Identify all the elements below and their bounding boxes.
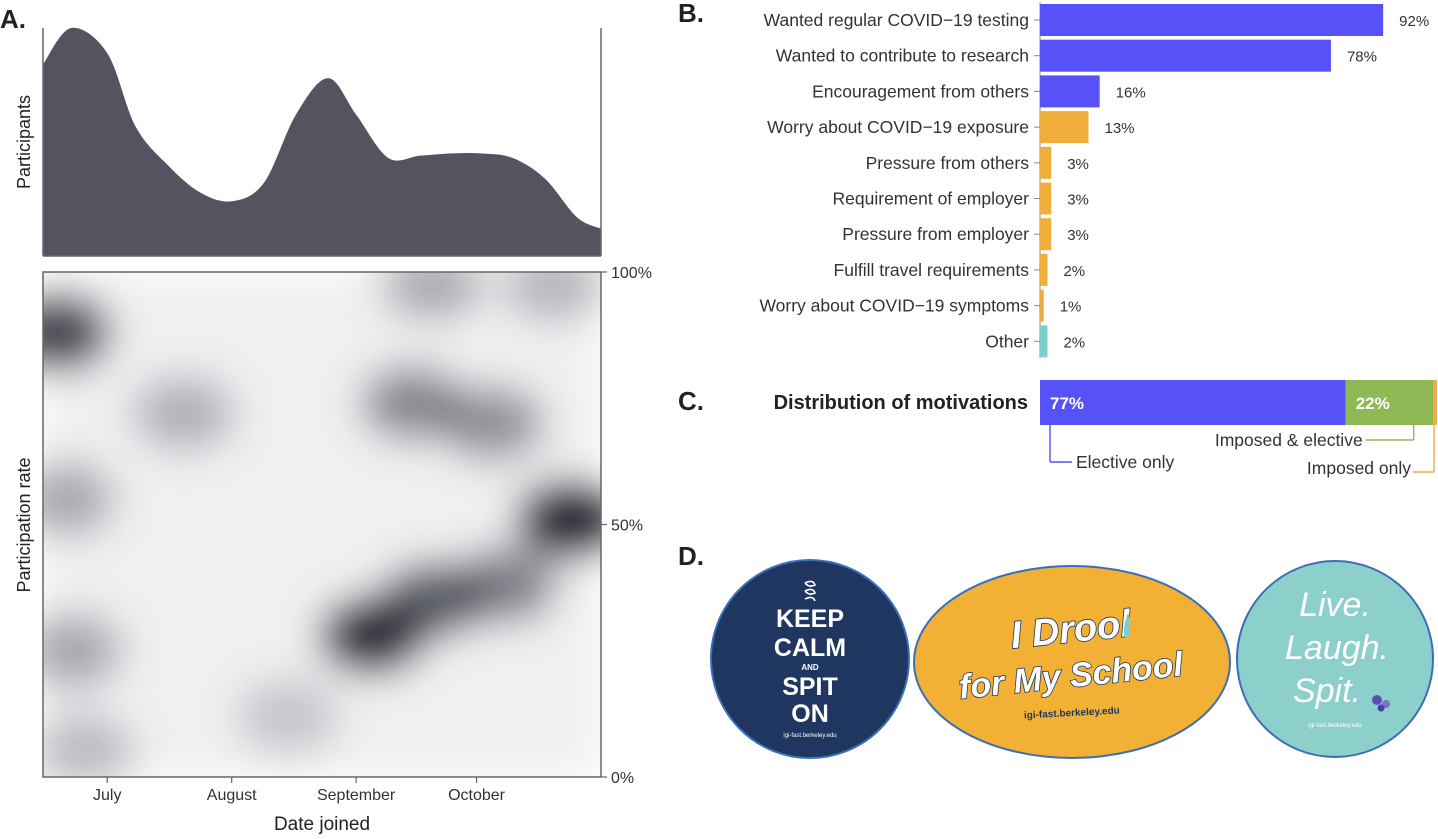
- panel-label-b: B.: [678, 0, 704, 28]
- heatmap-hotspot: [360, 365, 465, 442]
- heatmap-hotspot: [452, 547, 557, 624]
- distribution-segment: [1433, 380, 1437, 425]
- live-laugh-line-3: Spit.: [1293, 672, 1361, 710]
- motivation-bar: [1040, 182, 1052, 215]
- motivations-bar-chart: Wanted regular COVID−19 testing 92% Wanted…: [759, 2, 1429, 358]
- distribution-segment-label: 22%: [1356, 394, 1390, 413]
- participation-rate-heatmap: 0% 50% 100% July August September October Par…: [14, 265, 652, 835]
- bubbles-icon: [1372, 695, 1390, 712]
- keep-calm-line-5: ON: [791, 700, 829, 728]
- motivation-bar: [1040, 4, 1384, 36]
- drool-drop-icon: [1123, 613, 1131, 638]
- motivation-bar: [1040, 111, 1089, 144]
- distribution-legend-label: Elective only: [1076, 452, 1174, 472]
- motivation-value-label: 3%: [1067, 227, 1089, 244]
- motivation-label: Encouragement from others: [812, 81, 1029, 101]
- participants-density-area: [43, 27, 601, 256]
- motivation-value-label: 2%: [1063, 334, 1085, 351]
- keep-calm-url: igi-fast.berkeley.edu: [783, 733, 836, 739]
- sticker-live-laugh: Live. Laugh. Spit. igi-fast.berkeley.edu: [1236, 560, 1434, 758]
- motivation-value-label: 16%: [1116, 84, 1146, 101]
- motivation-label: Pressure from others: [866, 153, 1030, 173]
- sticker-keep-calm: KEEP CALM AND SPIT ON igi-fast.berkeley.…: [710, 559, 910, 759]
- distribution-legend-label: Imposed only: [1307, 458, 1411, 478]
- motivation-bar: [1040, 218, 1052, 251]
- heatmap-hotspot: [500, 272, 601, 321]
- motivation-bar: [1040, 39, 1331, 72]
- motivation-value-label: 13%: [1104, 120, 1134, 137]
- motivation-value-label: 3%: [1067, 192, 1089, 209]
- motivation-value-label: 3%: [1067, 156, 1089, 173]
- distribution-title: Distribution of motivations: [774, 392, 1028, 414]
- heatmap-x-tick-label: September: [317, 787, 396, 804]
- motivation-label: Fulfill travel requirements: [834, 260, 1030, 280]
- heatmap-density-layer: [43, 272, 601, 777]
- heatmap-x-label: Date joined: [274, 814, 370, 834]
- motivation-value-label: 92%: [1399, 13, 1429, 30]
- panel-label-c: C.: [678, 386, 704, 416]
- motivation-label: Requirement of employer: [833, 189, 1030, 209]
- keep-calm-sticker-background: [710, 559, 910, 759]
- participants-density-chart: Participants: [14, 27, 602, 257]
- heatmap-x-tick-label: July: [93, 787, 121, 804]
- panel-label-d: D.: [678, 541, 704, 571]
- live-laugh-url: igi-fast.berkeley.edu: [1308, 723, 1361, 729]
- heatmap-y-tick-label: 50%: [611, 518, 643, 535]
- live-laugh-line-2: Laugh.: [1285, 629, 1389, 667]
- motivation-bar: [1040, 325, 1048, 358]
- distribution-segment: [1345, 380, 1434, 425]
- heatmap-x-tick-label: August: [207, 787, 257, 804]
- motivation-label: Worry about COVID−19 symptoms: [759, 296, 1029, 316]
- drool-url: igi-fast.berkeley.edu: [1024, 705, 1120, 721]
- live-laugh-line-1: Live.: [1299, 586, 1371, 624]
- heatmap-y-tick-label: 100%: [611, 265, 652, 282]
- motivation-bar: [1040, 75, 1100, 108]
- heatmap-hotspot: [43, 713, 136, 777]
- motivation-label: Wanted to contribute to research: [776, 46, 1029, 66]
- distribution-segment-label: 77%: [1050, 394, 1084, 413]
- motivation-label: Other: [985, 331, 1029, 351]
- sticker-drool: I Drool for My School igi-fast.berkeley.…: [913, 565, 1231, 759]
- heatmap-hotspot: [43, 294, 112, 371]
- motivation-label: Worry about COVID−19 exposure: [767, 117, 1029, 137]
- heatmap-hotspot: [43, 612, 124, 689]
- keep-calm-line-2: CALM: [774, 634, 846, 662]
- motivation-bar: [1040, 146, 1052, 179]
- heatmap-y-tick-label: 0%: [611, 770, 634, 787]
- saliva-tube-icon: [804, 580, 816, 602]
- heatmap-x-tick-label: October: [448, 787, 506, 804]
- drool-sticker-background: [913, 565, 1231, 759]
- heatmap-hotspot: [235, 678, 340, 755]
- motivation-label: Wanted regular COVID−19 testing: [764, 10, 1029, 30]
- motivation-value-label: 2%: [1063, 263, 1085, 280]
- heatmap-hotspot: [43, 461, 116, 538]
- distribution-bar-chart: Distribution of motivations 77% 22% Electi…: [774, 380, 1437, 478]
- keep-calm-line-3: AND: [801, 663, 819, 672]
- distribution-legend-label: Imposed & elective: [1215, 430, 1363, 450]
- keep-calm-line-4: SPIT: [782, 673, 838, 701]
- distribution-segment: [1040, 380, 1346, 425]
- motivation-bar: [1040, 253, 1048, 286]
- motivation-value-label: 1%: [1060, 299, 1082, 316]
- heatmap-hotspot: [440, 385, 545, 462]
- motivation-bar: [1040, 289, 1044, 322]
- motivation-value-label: 78%: [1347, 49, 1377, 66]
- heatmap-hotspot: [131, 375, 236, 452]
- motivation-label: Pressure from employer: [842, 224, 1029, 244]
- heatmap-y-label: Participation rate: [14, 457, 34, 592]
- heatmap-hotspot: [380, 272, 485, 321]
- density-y-label: Participants: [14, 95, 34, 189]
- heatmap-hotspot: [516, 481, 601, 558]
- keep-calm-line-1: KEEP: [776, 605, 844, 633]
- panel-label-a: A.: [0, 4, 26, 34]
